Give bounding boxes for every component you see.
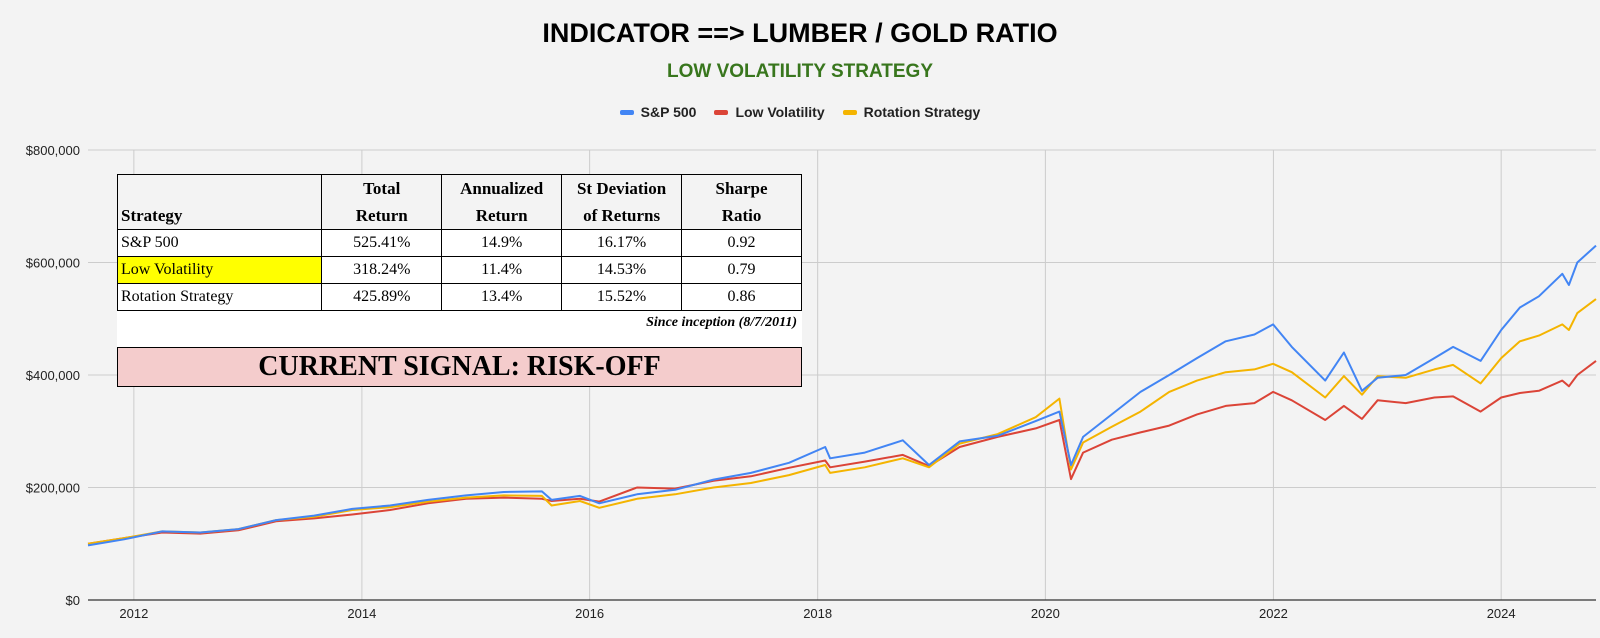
series-lines xyxy=(87,244,1597,547)
row-strategy-name-highlighted: Low Volatility xyxy=(116,256,323,284)
stats-panel: Strategy Total Return Annualized Return St… xyxy=(116,174,802,387)
header-total-return: Total Return xyxy=(321,174,443,230)
legend-swatch-low-volatility xyxy=(714,109,729,115)
chart-legend: S&P 500 Low Volatility Rotation Strategy xyxy=(0,104,1600,120)
header-strategy: Strategy xyxy=(116,174,323,230)
row-sharpe-ratio: 0.86 xyxy=(681,283,802,311)
series-line-s-p-500 xyxy=(87,244,1597,547)
row-st-deviation: 15.52% xyxy=(561,283,683,311)
x-tick-label: 2014 xyxy=(347,606,376,621)
x-tick-label: 2018 xyxy=(803,606,832,621)
row-st-deviation: 16.17% xyxy=(561,229,683,257)
series-line-rotation-strategy xyxy=(87,298,1597,545)
row-st-deviation: 14.53% xyxy=(561,256,683,284)
legend-item-sp500[interactable]: S&P 500 xyxy=(619,104,697,120)
header-st-deviation: St Deviation of Returns xyxy=(561,174,683,230)
legend-item-rotation-strategy[interactable]: Rotation Strategy xyxy=(842,104,981,120)
inception-footnote: Since inception (8/7/2011) xyxy=(646,315,797,330)
y-tick-label: $800,000 xyxy=(26,143,80,158)
stats-table: Strategy Total Return Annualized Return St… xyxy=(116,174,802,311)
row-sharpe-ratio: 0.92 xyxy=(681,229,802,257)
y-tick-label: $200,000 xyxy=(26,481,80,496)
chart-subtitle: LOW VOLATILITY STRATEGY xyxy=(667,61,933,82)
y-tick-label: $0 xyxy=(66,593,80,608)
x-axis-ticks: 2012 2014 2016 2018 2020 2022 2024 xyxy=(119,606,1515,621)
y-tick-label: $600,000 xyxy=(26,256,80,271)
table-row: Rotation Strategy 425.89% 13.4% 15.52% 0… xyxy=(116,283,802,311)
table-row: Low Volatility 318.24% 11.4% 14.53% 0.79 xyxy=(116,256,802,284)
legend-swatch-rotation-strategy xyxy=(842,109,857,115)
header-sharpe-ratio: Sharpe Ratio xyxy=(681,174,802,230)
x-tick-label: 2020 xyxy=(1031,606,1060,621)
row-annualized-return: 14.9% xyxy=(441,229,563,257)
legend-label-low-volatility: Low Volatility xyxy=(735,104,825,120)
legend-item-low-volatility[interactable]: Low Volatility xyxy=(714,104,825,120)
row-strategy-name: S&P 500 xyxy=(116,229,323,257)
row-annualized-return: 13.4% xyxy=(441,283,563,311)
x-tick-label: 2022 xyxy=(1259,606,1288,621)
table-row: S&P 500 525.41% 14.9% 16.17% 0.92 xyxy=(116,229,802,257)
x-tick-label: 2012 xyxy=(119,606,148,621)
legend-label-rotation-strategy: Rotation Strategy xyxy=(863,104,981,120)
row-sharpe-ratio: 0.79 xyxy=(681,256,802,284)
row-total-return: 525.41% xyxy=(321,229,443,257)
row-annualized-return: 11.4% xyxy=(441,256,563,284)
legend-swatch-sp500 xyxy=(619,109,634,115)
row-total-return: 425.89% xyxy=(321,283,443,311)
x-tick-label: 2016 xyxy=(575,606,604,621)
x-tick-label: 2024 xyxy=(1487,606,1516,621)
stats-header-row: Strategy Total Return Annualized Return St… xyxy=(116,174,802,230)
current-signal-banner: CURRENT SIGNAL: RISK-OFF xyxy=(117,347,802,387)
series-line-low-volatility xyxy=(87,360,1597,545)
y-tick-label: $400,000 xyxy=(26,368,80,383)
row-strategy-name: Rotation Strategy xyxy=(116,283,323,311)
header-annualized-return: Annualized Return xyxy=(441,174,563,230)
row-total-return: 318.24% xyxy=(321,256,443,284)
y-axis-ticks: $0 $200,000 $400,000 $600,000 $800,000 xyxy=(26,143,80,608)
chart-title: INDICATOR ==> LUMBER / GOLD RATIO xyxy=(542,18,1058,48)
legend-label-sp500: S&P 500 xyxy=(640,104,697,120)
